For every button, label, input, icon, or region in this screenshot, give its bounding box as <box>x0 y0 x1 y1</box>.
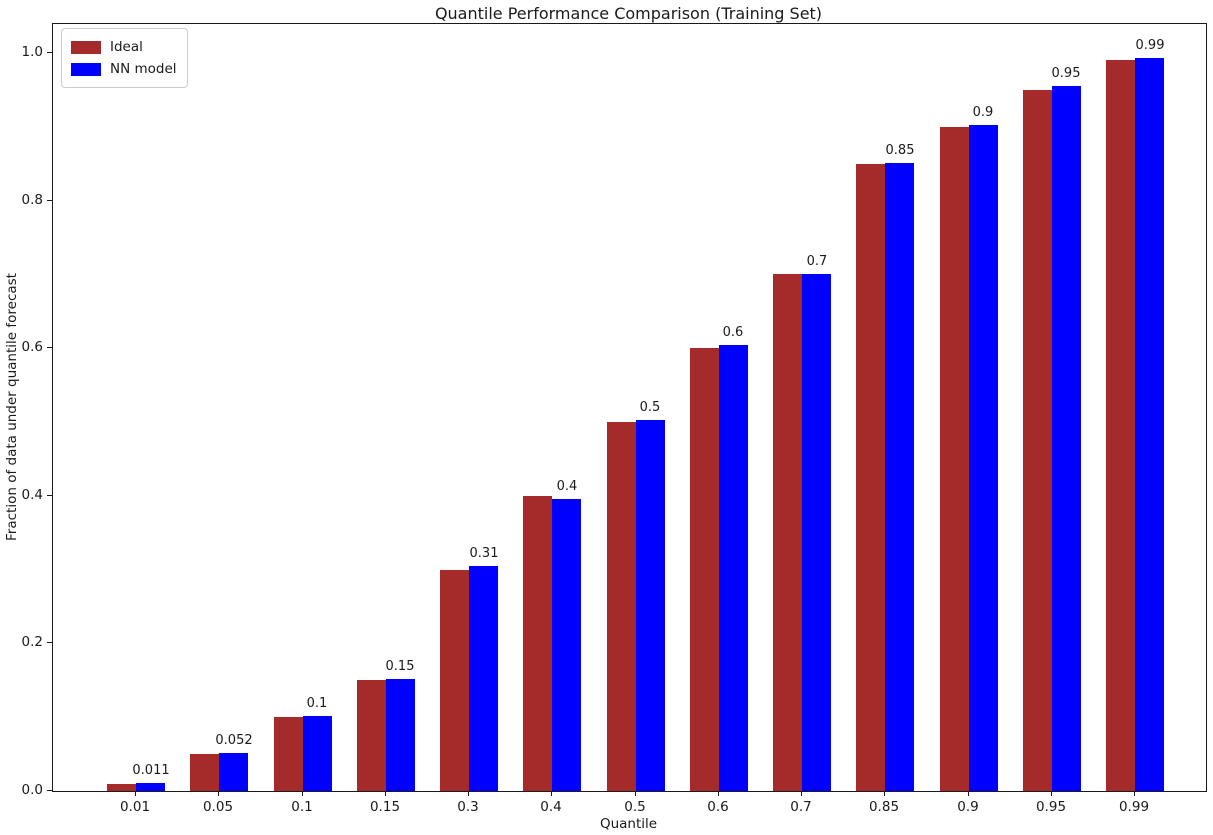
bar-nn-model <box>719 345 748 791</box>
bar-nn-model <box>885 163 914 791</box>
legend-item-ideal: Ideal <box>71 36 177 58</box>
bar-nn-model <box>969 125 998 791</box>
bar-ideal <box>940 127 969 791</box>
x-tick-label: 0.1 <box>291 799 313 815</box>
bar-value-label: 0.95 <box>1051 66 1081 81</box>
bar-value-label: 0.052 <box>215 733 253 748</box>
y-tick-mark <box>47 200 52 201</box>
bar-nn-model <box>219 753 248 791</box>
bar-value-label: 0.4 <box>556 479 578 494</box>
bar-nn-model <box>1052 86 1081 791</box>
x-tick-mark <box>302 791 303 796</box>
bar-value-label: 0.7 <box>806 254 828 269</box>
bar-ideal <box>523 496 552 791</box>
x-tick-mark <box>801 791 802 796</box>
x-tick-mark <box>135 791 136 796</box>
legend-item-nn-model: NN model <box>71 58 177 80</box>
bar-nn-model <box>386 679 415 791</box>
y-tick-label: 0.0 <box>21 782 43 798</box>
x-tick-mark <box>551 791 552 796</box>
y-tick-mark <box>47 642 52 643</box>
y-tick-label: 1.0 <box>21 44 43 60</box>
x-tick-mark <box>218 791 219 796</box>
x-tick-label: 0.99 <box>1118 799 1150 815</box>
bar-ideal <box>1106 60 1135 791</box>
x-tick-mark <box>468 791 469 796</box>
chart-title: Quantile Performance Comparison (Trainin… <box>434 4 823 23</box>
y-tick-mark <box>47 347 52 348</box>
legend-swatch <box>71 40 101 54</box>
bar-ideal <box>107 784 136 791</box>
x-tick-mark <box>635 791 636 796</box>
bar-nn-model <box>802 274 831 791</box>
x-tick-label: 0.15 <box>369 799 401 815</box>
y-tick-label: 0.8 <box>21 192 43 208</box>
bar-nn-model <box>636 420 665 791</box>
x-tick-mark <box>968 791 969 796</box>
legend-label: Ideal <box>110 39 143 55</box>
bar-nn-model <box>552 499 581 791</box>
bar-value-label: 0.6 <box>722 325 744 340</box>
y-tick-label: 0.6 <box>21 339 43 355</box>
bar-ideal <box>357 680 386 791</box>
x-tick-label: 0.05 <box>202 799 234 815</box>
y-tick-label: 0.2 <box>21 634 43 650</box>
bar-nn-model <box>469 566 498 791</box>
x-tick-mark <box>1051 791 1052 796</box>
bar-ideal <box>1023 90 1052 791</box>
bar-value-label: 0.85 <box>885 143 915 158</box>
y-tick-mark <box>47 52 52 53</box>
plot-area: 0.011 0.052 0.1 0.15 0.31 0.4 0.5 0.6 0.7 0.85 0.9… <box>52 23 1207 792</box>
bar-ideal <box>607 422 636 791</box>
x-tick-mark <box>718 791 719 796</box>
y-axis-label: Fraction of data under quantile forecast <box>4 273 20 541</box>
x-tick-mark <box>385 791 386 796</box>
bar-ideal <box>274 717 303 791</box>
bar-nn-model <box>1135 58 1164 791</box>
bar-value-label: 0.5 <box>639 400 661 415</box>
bar-value-label: 0.99 <box>1135 38 1165 53</box>
bar-value-label: 0.9 <box>972 105 994 120</box>
x-tick-label: 0.9 <box>957 799 979 815</box>
x-tick-mark <box>1134 791 1135 796</box>
legend: Ideal NN model <box>61 28 188 88</box>
y-tick-label: 0.4 <box>21 487 43 503</box>
x-tick-label: 0.01 <box>119 799 151 815</box>
legend-swatch <box>71 62 101 76</box>
bar-value-label: 0.1 <box>306 696 328 711</box>
y-tick-mark <box>47 790 52 791</box>
bar-ideal <box>190 754 219 791</box>
x-tick-label: 0.85 <box>868 799 900 815</box>
x-tick-label: 0.3 <box>457 799 479 815</box>
bar-value-label: 0.15 <box>385 659 415 674</box>
legend-label: NN model <box>110 61 177 77</box>
bar-value-label: 0.31 <box>469 546 499 561</box>
x-tick-label: 0.95 <box>1035 799 1067 815</box>
bar-ideal <box>440 570 469 791</box>
x-tick-label: 0.7 <box>790 799 812 815</box>
x-tick-mark <box>884 791 885 796</box>
bar-ideal <box>773 274 802 791</box>
bar-nn-model <box>136 783 165 791</box>
x-axis-label: Quantile <box>599 816 658 832</box>
bar-ideal <box>690 348 719 791</box>
bar-value-label: 0.011 <box>132 763 170 778</box>
bar-ideal <box>856 164 885 791</box>
bar-nn-model <box>303 716 332 791</box>
y-tick-mark <box>47 495 52 496</box>
x-tick-label: 0.5 <box>624 799 646 815</box>
x-tick-label: 0.6 <box>707 799 729 815</box>
x-tick-label: 0.4 <box>540 799 562 815</box>
